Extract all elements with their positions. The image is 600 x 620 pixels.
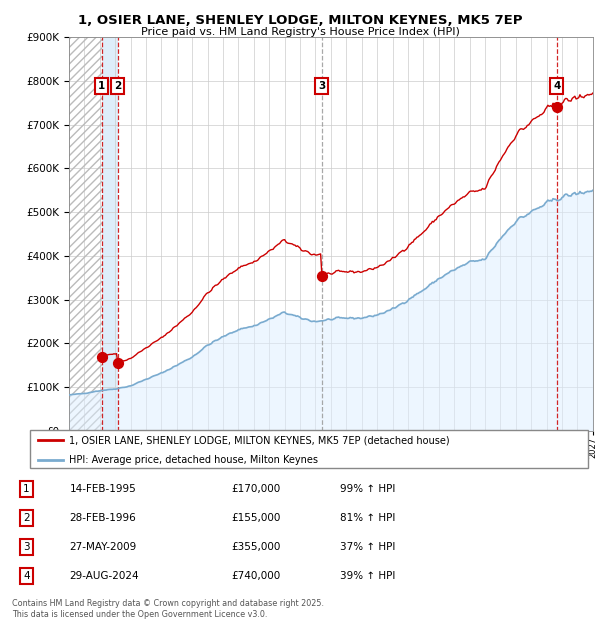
Point [552, 102, 562, 112]
Text: £740,000: £740,000 [231, 571, 280, 581]
Text: 27-MAY-2009: 27-MAY-2009 [70, 542, 137, 552]
Bar [69, 37, 101, 431]
Text: 1: 1 [98, 81, 105, 91]
Text: £355,000: £355,000 [231, 542, 280, 552]
Text: 2: 2 [23, 513, 30, 523]
Text: 1, OSIER LANE, SHENLEY LODGE, MILTON KEYNES, MK5 7EP: 1, OSIER LANE, SHENLEY LODGE, MILTON KEY… [78, 14, 522, 27]
Bar [101, 37, 118, 431]
Text: 3: 3 [23, 542, 30, 552]
Text: 3: 3 [318, 81, 325, 91]
Text: 99% ↑ HPI: 99% ↑ HPI [340, 484, 395, 494]
Point [317, 271, 326, 281]
Text: £170,000: £170,000 [231, 484, 280, 494]
Text: 2: 2 [114, 81, 121, 91]
Text: 81% ↑ HPI: 81% ↑ HPI [340, 513, 395, 523]
Text: 4: 4 [23, 571, 30, 581]
Text: 14-FEB-1995: 14-FEB-1995 [70, 484, 136, 494]
Text: Price paid vs. HM Land Registry's House Price Index (HPI): Price paid vs. HM Land Registry's House … [140, 27, 460, 37]
Point [113, 358, 122, 368]
Bar [69, 37, 101, 431]
Text: £155,000: £155,000 [231, 513, 280, 523]
Text: 1, OSIER LANE, SHENLEY LODGE, MILTON KEYNES, MK5 7EP (detached house): 1, OSIER LANE, SHENLEY LODGE, MILTON KEY… [69, 435, 449, 445]
Point [97, 352, 106, 361]
Text: 4: 4 [553, 81, 560, 91]
Text: 28-FEB-1996: 28-FEB-1996 [70, 513, 136, 523]
Text: 29-AUG-2024: 29-AUG-2024 [70, 571, 139, 581]
Text: Contains HM Land Registry data © Crown copyright and database right 2025.
This d: Contains HM Land Registry data © Crown c… [12, 600, 324, 619]
Text: 39% ↑ HPI: 39% ↑ HPI [340, 571, 395, 581]
Text: 37% ↑ HPI: 37% ↑ HPI [340, 542, 395, 552]
Text: HPI: Average price, detached house, Milton Keynes: HPI: Average price, detached house, Milt… [69, 454, 318, 464]
Text: 1: 1 [23, 484, 30, 494]
